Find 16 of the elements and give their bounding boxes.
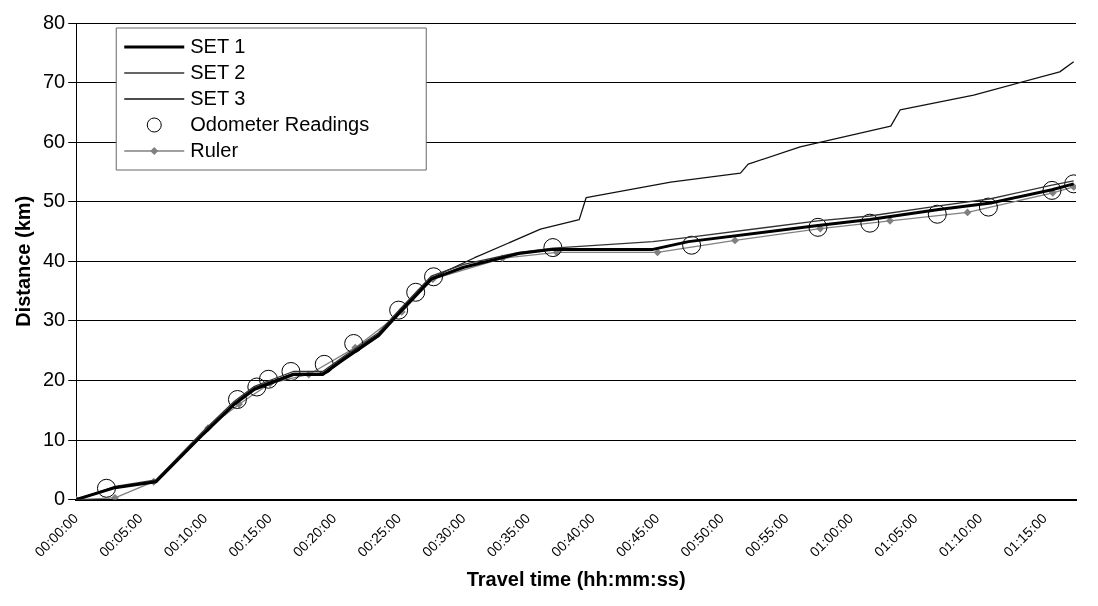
- y-axis-title: Distance (km): [11, 195, 34, 327]
- y-tick-label: 30: [43, 308, 66, 331]
- x-axis-title: Travel time (hh:mm:ss): [466, 567, 686, 590]
- legend-label: Ruler: [190, 138, 239, 161]
- y-tick-label: 60: [43, 129, 66, 152]
- y-tick-label: 70: [43, 70, 66, 93]
- legend-label: Odometer Readings: [190, 112, 370, 135]
- y-tick-label: 20: [43, 367, 66, 390]
- y-tick-label: 10: [43, 427, 66, 450]
- legend-label: SET 2: [190, 60, 246, 83]
- y-tick-label: 0: [54, 487, 66, 510]
- legend-label: SET 1: [190, 34, 246, 57]
- y-tick-label: 40: [43, 248, 66, 271]
- y-tick-label: 50: [43, 189, 66, 212]
- y-tick-label: 80: [43, 10, 66, 33]
- legend-label: SET 3: [190, 86, 246, 109]
